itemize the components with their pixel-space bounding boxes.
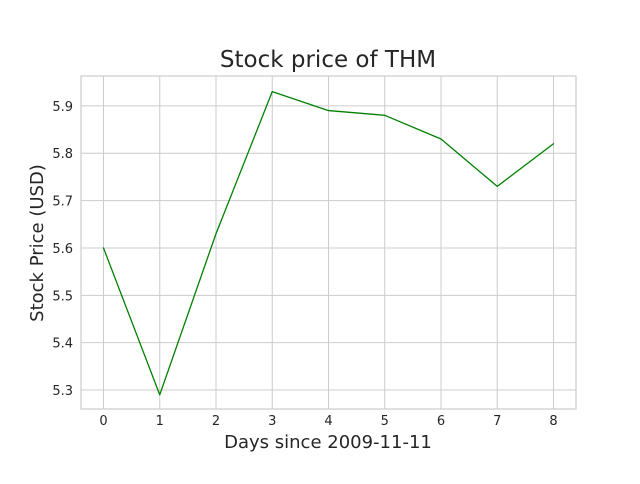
x-tick-label: 0 bbox=[99, 414, 107, 429]
x-tick-label: 4 bbox=[324, 414, 332, 429]
y-tick-label: 5.7 bbox=[52, 195, 73, 210]
y-tick-label: 5.9 bbox=[52, 100, 73, 115]
y-tick-label: 5.6 bbox=[52, 242, 73, 257]
x-tick-label: 5 bbox=[381, 414, 389, 429]
grid bbox=[81, 76, 576, 409]
x-tick-label: 8 bbox=[549, 414, 557, 429]
x-tick-labels: 0 1 2 3 4 5 6 7 8 bbox=[99, 414, 557, 429]
x-tick-label: 7 bbox=[493, 414, 501, 429]
y-tick-label: 5.8 bbox=[52, 147, 73, 162]
x-tick-label: 2 bbox=[212, 414, 220, 429]
x-tick-label: 3 bbox=[268, 414, 276, 429]
x-axis-title: Days since 2009-11-11 bbox=[224, 432, 432, 453]
y-tick-label: 5.4 bbox=[52, 337, 73, 352]
y-axis-title: Stock Price (USD) bbox=[27, 164, 48, 322]
y-tick-labels: 5.3 5.4 5.5 5.6 5.7 5.8 5.9 bbox=[52, 100, 73, 399]
y-tick-label: 5.5 bbox=[52, 289, 73, 304]
chart-title: Stock price of THM bbox=[220, 47, 436, 73]
x-tick-label: 1 bbox=[156, 414, 164, 429]
y-tick-label: 5.3 bbox=[52, 384, 73, 399]
x-tick-label: 6 bbox=[437, 414, 445, 429]
